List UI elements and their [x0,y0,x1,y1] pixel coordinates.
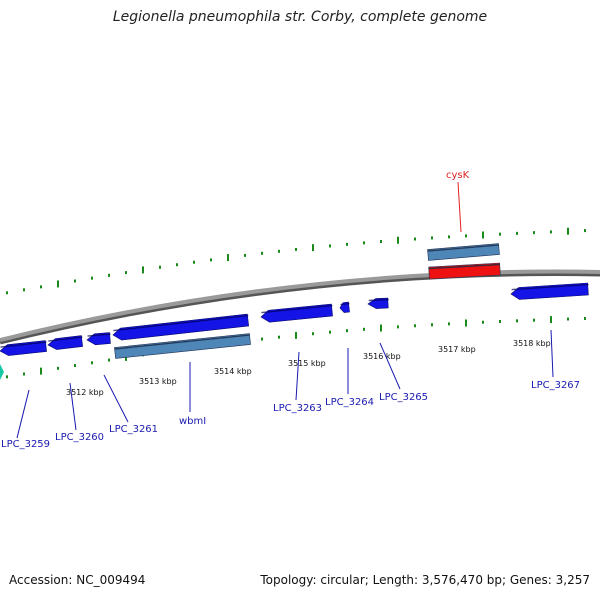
scale-labels: 3512 kbp 3513 kbp 3514 kbp 3515 kbp 3516 kbp… [66,339,551,397]
gene-label-LPC_3263: LPC_3263 [273,403,322,414]
gene-labels: cysK LPC_3259 LPC_3260 LPC_3261 wbmI LPC_3263… [1,170,580,450]
gene-LPC_3261-shadow [87,333,111,337]
gene-LPC_3261-long-shadow [113,314,249,332]
gene-cysK-rna-shadow [427,244,499,252]
gene-LPC_3259-shadow [0,341,47,348]
gene-cysK-shadow [428,263,500,270]
label-connector-LPC_3259 [16,389,30,439]
gene-LPC_3265-shadow [368,298,389,302]
gene-LPC_3263-shadow [261,304,333,314]
teal-gene-fragment [0,364,4,380]
gene-label-LPC_3267: LPC_3267 [531,380,580,391]
label-connector-LPC_3260 [69,382,77,431]
scale-label: 3515 kbp [288,359,326,368]
label-connector-cysK [457,181,462,233]
gene-LPC_3260-shadow [48,336,83,342]
gene-label-cysK: cysK [446,170,470,181]
gene-LPC_3264-shadow [340,302,350,306]
gene-wbmI [114,333,251,359]
gene-cysK-rna [427,243,500,261]
gene-label-LPC_3260: LPC_3260 [55,432,104,443]
outer-tick-ring [6,227,586,295]
gene-features [0,243,589,380]
gene-label-LPC_3259: LPC_3259 [1,439,50,450]
gene-label-wbmI: wbmI [179,416,206,427]
gene-wbmI-shadow [114,334,250,350]
genome-summary-text: Topology: circular; Length: 3,576,470 bp… [260,573,590,587]
scale-label: 3513 kbp [139,377,177,386]
scale-label: 3514 kbp [214,367,252,376]
inner-tick-ring [6,316,586,379]
label-connector-LPC_3261 [103,374,129,423]
scale-label: 3518 kbp [513,339,551,348]
gene-label-LPC_3264: LPC_3264 [325,397,374,408]
scale-label: 3516 kbp [363,352,401,361]
gene-label-LPC_3261: LPC_3261 [109,424,158,435]
gene-label-LPC_3265: LPC_3265 [379,392,428,403]
label-connector-LPC_3267 [550,329,554,378]
map-title: Legionella pneumophila str. Corby, compl… [112,9,488,25]
scale-label: 3512 kbp [66,388,104,397]
genome-backbone [0,269,600,342]
gene-LPC_3267-shadow [511,283,589,291]
label-connector-LPC_3265 [379,342,401,390]
scale-label: 3517 kbp [438,345,476,354]
accession-text: Accession: NC_009494 [9,573,146,587]
label-connector-LPC_3263 [295,351,300,401]
